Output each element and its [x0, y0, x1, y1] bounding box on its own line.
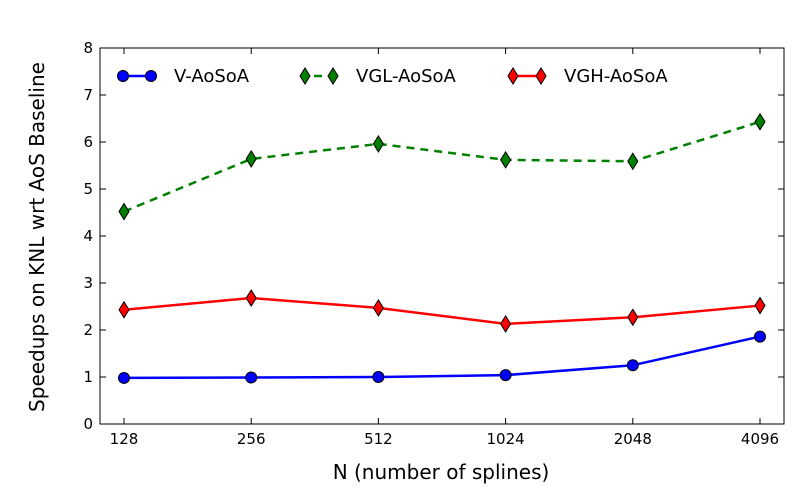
x-tick-label: 1024 [487, 430, 525, 448]
data-point [118, 300, 130, 319]
data-point [627, 152, 639, 171]
data-point [500, 314, 512, 333]
y-tick-label: 3 [83, 274, 93, 292]
data-point [754, 330, 766, 343]
data-point [118, 202, 130, 221]
x-tick-label: 128 [110, 430, 139, 448]
legend-marker [299, 67, 311, 85]
data-point [372, 371, 385, 383]
x-tick-label: 2048 [614, 430, 652, 448]
legend-label: VGH-AoSoA [564, 66, 668, 87]
y-tick-label: 8 [83, 39, 93, 57]
legend: V-AoSoA VGL-AoSoA VGH-AoSoA [117, 66, 668, 87]
legend-entry: VGH-AoSoA [507, 66, 668, 87]
data-point [500, 150, 512, 169]
legend-marker [327, 67, 339, 85]
y-tick-label: 7 [83, 86, 93, 104]
data-point [627, 308, 639, 327]
y-axis-title: Speedups on KNL wrt AoS Baseline [25, 62, 49, 412]
y-tick-label: 6 [83, 133, 93, 151]
y-tick-label: 5 [83, 180, 93, 198]
x-tick-label: 256 [237, 430, 266, 448]
legend-marker [117, 70, 129, 82]
data-point [245, 289, 257, 307]
legend-label: VGL-AoSoA [356, 66, 457, 87]
legend-entry: VGL-AoSoA [299, 66, 457, 87]
series-vgl-aosoa [118, 112, 766, 221]
series-v-aosoa [118, 330, 766, 384]
legend-marker [507, 67, 519, 85]
y-tick-label: 4 [83, 227, 93, 245]
data-point [245, 149, 257, 168]
data-point [245, 371, 258, 384]
data-point [118, 371, 130, 384]
y-tick-label: 1 [83, 368, 93, 386]
data-point [372, 298, 384, 317]
legend-entry: V-AoSoA [117, 66, 250, 87]
y-tick-label: 0 [83, 415, 93, 433]
y-tick-label: 2 [83, 321, 93, 339]
x-tick-label: 512 [364, 430, 393, 448]
series-line [123, 296, 761, 326]
data-point [372, 134, 384, 153]
x-axis-title: N (number of splines) [333, 460, 550, 484]
data-point [754, 296, 766, 315]
data-point [754, 112, 766, 131]
legend-marker [145, 70, 157, 82]
legend-label: V-AoSoA [174, 66, 250, 87]
series-layer [118, 112, 766, 384]
legend-marker [535, 67, 547, 85]
data-point [499, 369, 512, 382]
series-vgh-aosoa [118, 289, 766, 333]
data-point [626, 359, 639, 372]
series-line [123, 120, 761, 213]
x-tick-label: 4096 [741, 430, 779, 448]
axes-layer: 0 1 2 3 4 5 6 7 8 128 256 512 1024 2048 4096 [83, 39, 785, 448]
series-line [123, 335, 761, 380]
